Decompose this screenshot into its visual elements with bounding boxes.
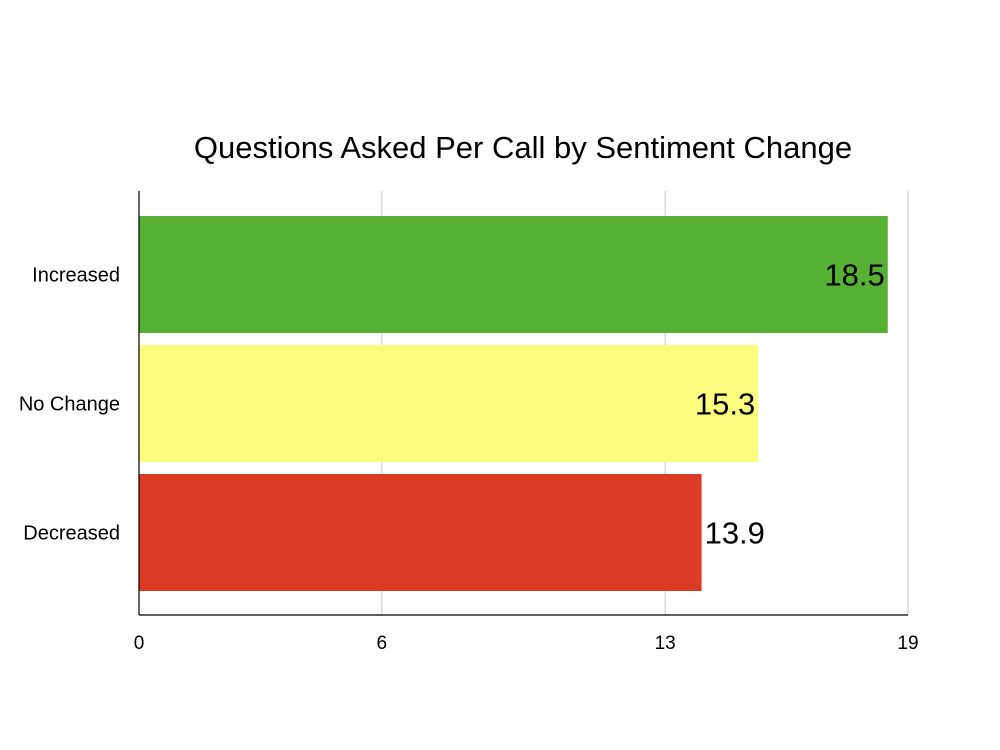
data-label: 13.9	[705, 516, 765, 551]
x-tick-label: 19	[897, 633, 918, 654]
category-label: No Change	[19, 394, 120, 416]
category-label: Increased	[32, 265, 120, 287]
data-label: 18.5	[824, 258, 884, 293]
bar-no-change	[139, 345, 759, 462]
chart-title: Questions Asked Per Call by Sentiment Ch…	[193, 130, 853, 165]
x-tick-label: 0	[134, 633, 145, 654]
category-label: Decreased	[23, 523, 120, 545]
data-label: 15.3	[695, 387, 755, 422]
x-tick-label: 6	[377, 633, 388, 654]
x-tick-label: 13	[655, 633, 676, 654]
bar-decreased	[139, 474, 702, 591]
bar-increased	[139, 216, 888, 333]
